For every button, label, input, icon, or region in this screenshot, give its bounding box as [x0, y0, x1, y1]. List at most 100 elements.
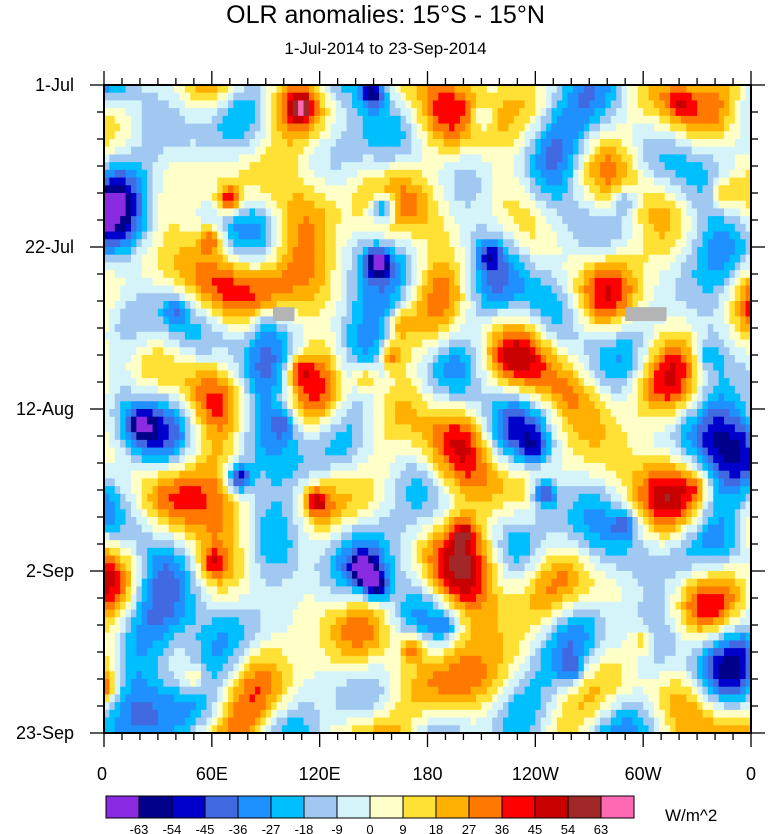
heatmap-cell [438, 208, 445, 217]
heatmap-cell [341, 254, 348, 264]
heatmap-cell [422, 393, 429, 402]
heatmap-cell [594, 231, 601, 240]
heatmap-cell [109, 216, 116, 225]
heatmap-cell [292, 355, 299, 364]
heatmap-cell [190, 378, 197, 387]
heatmap-cell [190, 324, 197, 333]
heatmap-cell [211, 301, 218, 310]
heatmap-cell [362, 216, 369, 225]
heatmap-cell [637, 301, 644, 310]
heatmap-cell [125, 316, 132, 325]
heatmap-cell [287, 324, 294, 333]
heatmap-cell [432, 339, 439, 348]
heatmap-cell [249, 115, 256, 125]
heatmap-cell [686, 85, 693, 94]
heatmap-cell [389, 285, 396, 294]
heatmap-cell [174, 301, 181, 310]
heatmap-cell [664, 277, 671, 287]
heatmap-cell [648, 162, 655, 171]
heatmap-cell [626, 169, 633, 179]
heatmap-cell [308, 254, 315, 264]
heatmap-cell [357, 208, 364, 217]
heatmap-cell [508, 285, 515, 294]
heatmap-cell [335, 193, 342, 202]
heatmap-cell [405, 208, 412, 217]
heatmap-cell [184, 316, 191, 325]
heatmap-cell [228, 139, 234, 148]
heatmap-cell [513, 131, 520, 140]
heatmap-cell [691, 231, 698, 240]
heatmap-cell [163, 293, 170, 302]
heatmap-cell [573, 162, 580, 171]
heatmap-cell [697, 324, 704, 333]
heatmap-cell [476, 324, 483, 333]
heatmap-cell [400, 385, 407, 395]
heatmap-cell [729, 193, 736, 202]
heatmap-cell [734, 185, 741, 194]
heatmap-cell [201, 108, 208, 117]
heatmap-cell [346, 85, 353, 94]
heatmap-cell [707, 231, 714, 240]
heatmap-cell [610, 362, 617, 372]
heatmap-cell [664, 293, 671, 302]
heatmap-cell [551, 231, 558, 240]
heatmap-cell [287, 231, 294, 240]
heatmap-cell [546, 301, 553, 310]
heatmap-cell [729, 139, 736, 148]
heatmap-cell [492, 339, 499, 348]
heatmap-cell [341, 308, 348, 318]
heatmap-cell [287, 370, 294, 379]
heatmap-cell [378, 347, 385, 356]
heatmap-cell [481, 208, 488, 217]
heatmap-cell [443, 216, 450, 225]
heatmap-cell [147, 177, 154, 186]
heatmap-cell [389, 100, 396, 109]
heatmap-cell [632, 123, 639, 132]
heatmap-cell [104, 393, 110, 402]
heatmap-cell [578, 385, 585, 395]
heatmap-cell [104, 177, 110, 186]
heatmap-cell [513, 146, 520, 156]
heatmap-cell [605, 347, 612, 356]
heatmap-cell [384, 162, 391, 171]
heatmap-cell [535, 301, 542, 310]
heatmap-cell [195, 177, 202, 186]
heatmap-cell [519, 169, 526, 179]
heatmap-cell [308, 247, 315, 256]
heatmap-cell [476, 223, 483, 233]
heatmap-cell [233, 347, 240, 356]
heatmap-cell [303, 393, 310, 402]
heatmap-cell [567, 347, 574, 356]
heatmap-cell [174, 146, 181, 156]
heatmap-cell [335, 154, 342, 163]
heatmap-cell [637, 262, 644, 271]
heatmap-cell [486, 370, 493, 379]
heatmap-cell [308, 146, 315, 156]
heatmap-cell [702, 200, 709, 210]
heatmap-cell [718, 331, 725, 341]
heatmap-cell [659, 270, 666, 279]
heatmap-cell [109, 293, 116, 302]
heatmap-cell [502, 293, 509, 302]
heatmap-cell [152, 331, 159, 341]
heatmap-cell [201, 378, 208, 387]
heatmap-cell [303, 347, 310, 356]
heatmap-cell [605, 100, 612, 109]
heatmap-cell [535, 385, 542, 395]
heatmap-cell [405, 146, 412, 156]
heatmap-cell [616, 85, 623, 94]
heatmap-cell [481, 378, 488, 387]
heatmap-cell [260, 347, 267, 356]
heatmap-cell [389, 131, 396, 140]
heatmap-cell [174, 123, 181, 132]
heatmap-cell [152, 362, 159, 372]
heatmap-cell [422, 293, 429, 302]
heatmap-cell [686, 370, 693, 379]
heatmap-cell [686, 247, 693, 256]
heatmap-cell [233, 362, 240, 372]
heatmap-cell [621, 92, 628, 102]
heatmap-cell [454, 355, 461, 364]
heatmap-cell [314, 208, 321, 217]
heatmap-cell [378, 108, 385, 117]
heatmap-cell [621, 370, 628, 379]
